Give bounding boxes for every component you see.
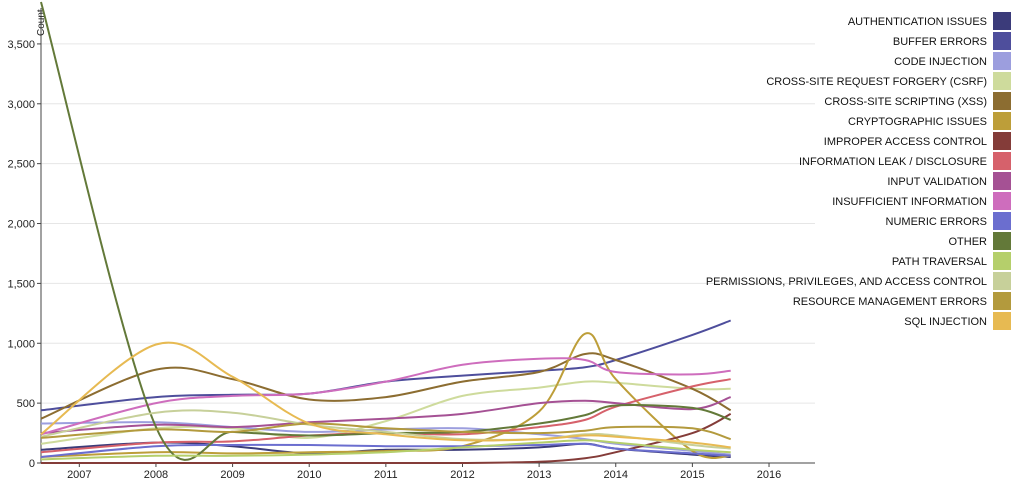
legend-swatch-information-leak-disclosure xyxy=(993,152,1011,170)
series-line-path-traversal xyxy=(40,439,731,461)
series-line-cross-site-request-forgery-csrf xyxy=(40,380,731,445)
legend-label-permissions-privileges-and-access-control: PERMISSIONS, PRIVILEGES, AND ACCESS CONT… xyxy=(706,276,987,288)
y-tick-label: 0 xyxy=(29,458,35,470)
legend-swatch-buffer-errors xyxy=(993,32,1011,50)
legend-label-path-traversal: PATH TRAVERSAL xyxy=(892,256,987,268)
x-tick-label: 2014 xyxy=(604,469,628,481)
legend-label-cross-site-request-forgery-csrf: CROSS-SITE REQUEST FORGERY (CSRF) xyxy=(766,76,987,88)
series-lines xyxy=(40,1,732,465)
legend-label-authentication-issues: AUTHENTICATION ISSUES xyxy=(848,16,987,28)
legend-swatch-improper-access-control xyxy=(993,132,1011,150)
legend-swatch-insufficient-information xyxy=(993,192,1011,210)
x-tick-label: 2010 xyxy=(297,469,321,481)
y-axis-title: Count xyxy=(36,9,47,36)
legend-label-input-validation: INPUT VALIDATION xyxy=(887,176,987,188)
y-tick-label: 1,500 xyxy=(7,278,35,290)
series-line-numeric-errors xyxy=(40,442,731,458)
y-tick-label: 2,000 xyxy=(7,219,35,231)
legend: AUTHENTICATION ISSUES BUFFER ERRORS CODE I… xyxy=(706,12,1011,330)
legend-swatch-cryptographic-issues xyxy=(993,112,1011,130)
series-line-information-leak-disclosure xyxy=(40,378,731,454)
series-line-resource-management-errors xyxy=(40,422,731,441)
series-line-insufficient-information xyxy=(40,357,731,436)
y-tick-label: 3,500 xyxy=(7,39,35,51)
legend-label-other: OTHER xyxy=(949,236,988,248)
axes: Count xyxy=(36,8,815,464)
series-line-buffer-errors xyxy=(40,319,732,412)
legend-swatch-path-traversal xyxy=(993,252,1011,270)
legend-label-cross-site-scripting-xss: CROSS-SITE SCRIPTING (XSS) xyxy=(824,96,987,108)
x-tick-label: 2015 xyxy=(680,469,704,481)
x-axis-ticks: 2007 2008 2009 2010 2011 2012 2013 2014 2015 2016 xyxy=(67,463,781,481)
legend-swatch-authentication-issues xyxy=(993,12,1011,30)
legend-label-improper-access-control: IMPROPER ACCESS CONTROL xyxy=(824,136,987,148)
y-tick-label: 2,500 xyxy=(7,159,35,171)
y-tick-label: 1,000 xyxy=(7,338,35,350)
legend-swatch-sql-injection xyxy=(993,312,1011,330)
legend-swatch-permissions-privileges-and-access-control xyxy=(993,272,1011,290)
legend-swatch-cross-site-request-forgery-csrf xyxy=(993,72,1011,90)
x-tick-label: 2007 xyxy=(67,469,91,481)
legend-swatch-numeric-errors xyxy=(993,212,1011,230)
legend-label-numeric-errors: NUMERIC ERRORS xyxy=(886,216,987,228)
legend-swatch-input-validation xyxy=(993,172,1011,190)
legend-swatch-cross-site-scripting-xss xyxy=(993,92,1011,110)
series-line-sql-injection xyxy=(40,341,731,449)
legend-label-resource-management-errors: RESOURCE MANAGEMENT ERRORS xyxy=(793,296,987,308)
x-tick-label: 2009 xyxy=(220,469,244,481)
x-tick-label: 2016 xyxy=(757,469,781,481)
legend-label-cryptographic-issues: CRYPTOGRAPHIC ISSUES xyxy=(848,116,987,128)
legend-label-sql-injection: SQL INJECTION xyxy=(904,316,987,328)
grid-lines xyxy=(41,43,815,404)
x-tick-label: 2012 xyxy=(450,469,474,481)
x-tick-label: 2013 xyxy=(527,469,551,481)
legend-label-buffer-errors: BUFFER ERRORS xyxy=(893,36,987,48)
legend-swatch-other xyxy=(993,232,1011,250)
series-line-cross-site-scripting-xss xyxy=(40,352,732,420)
series-line-other xyxy=(40,1,732,461)
legend-label-information-leak-disclosure: INFORMATION LEAK / DISCLOSURE xyxy=(799,156,987,168)
legend-swatch-code-injection xyxy=(993,52,1011,70)
legend-label-insufficient-information: INSUFFICIENT INFORMATION xyxy=(832,196,987,208)
y-axis-ticks: 0 500 1,000 1,500 2,000 2,500 3,000 3,500 xyxy=(7,39,41,470)
x-tick-label: 2008 xyxy=(144,469,168,481)
series-line-code-injection xyxy=(40,421,731,456)
legend-swatch-resource-management-errors xyxy=(993,292,1011,310)
y-tick-label: 3,000 xyxy=(7,99,35,111)
y-tick-label: 500 xyxy=(17,398,35,410)
legend-label-code-injection: CODE INJECTION xyxy=(894,56,987,68)
x-tick-label: 2011 xyxy=(374,469,398,481)
